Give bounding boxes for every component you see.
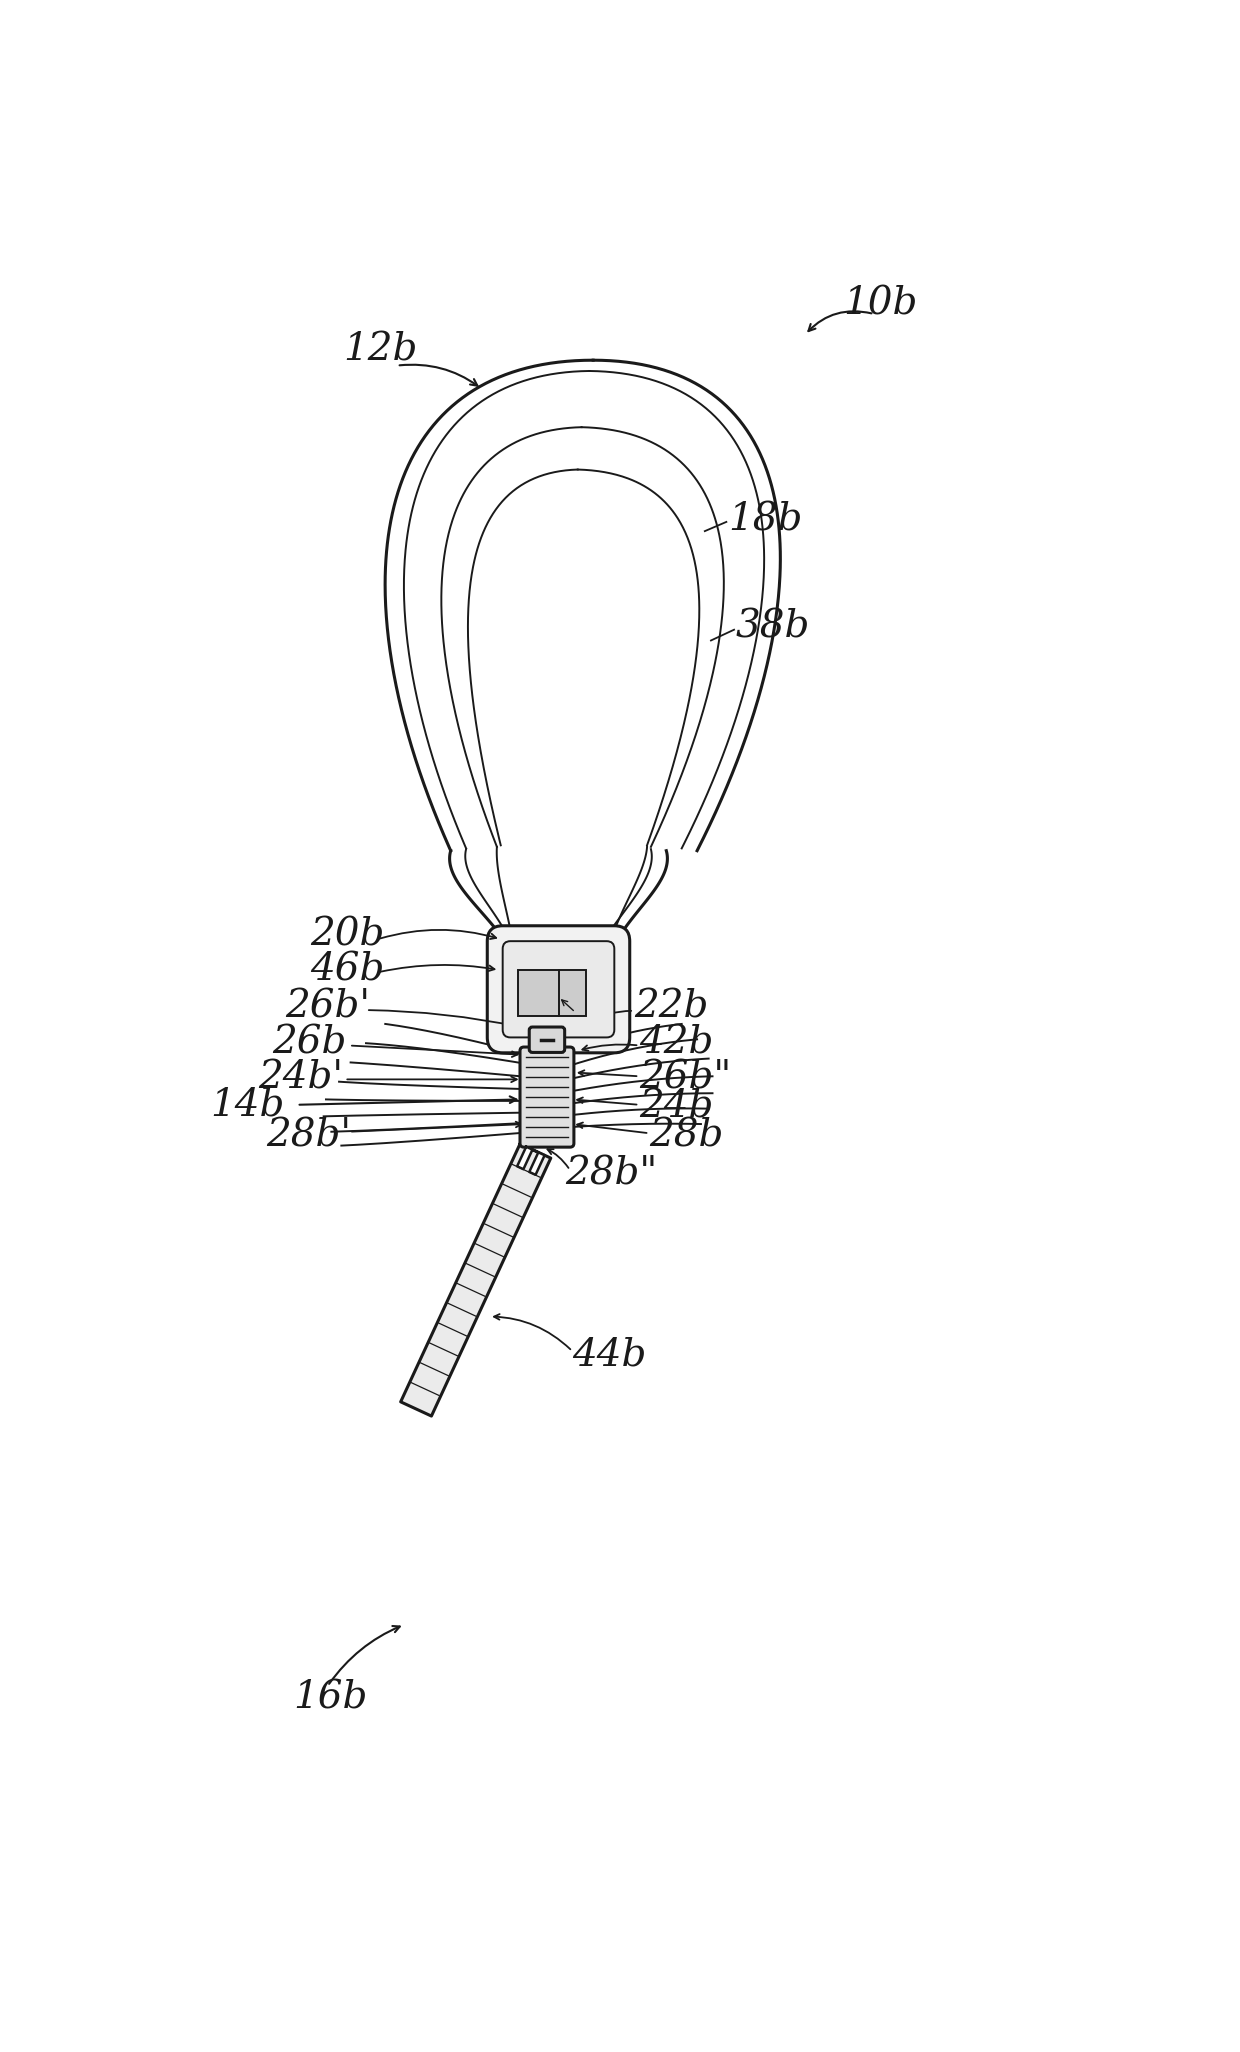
Polygon shape	[517, 1147, 544, 1176]
Text: 26b: 26b	[272, 1024, 346, 1061]
Text: 10b: 10b	[843, 285, 918, 322]
FancyBboxPatch shape	[529, 1026, 564, 1053]
Text: 28b": 28b"	[564, 1155, 657, 1192]
Text: 28b: 28b	[650, 1116, 724, 1153]
Text: 14b: 14b	[211, 1086, 285, 1122]
Text: 26b": 26b"	[640, 1059, 732, 1096]
FancyBboxPatch shape	[487, 925, 630, 1053]
Text: 28b': 28b'	[265, 1116, 351, 1153]
Polygon shape	[401, 1143, 551, 1416]
FancyBboxPatch shape	[520, 1047, 574, 1147]
FancyBboxPatch shape	[502, 942, 614, 1038]
Bar	[518, 971, 587, 1016]
Text: 20b: 20b	[310, 917, 384, 954]
Text: 12b: 12b	[343, 332, 418, 369]
Text: 22b: 22b	[634, 989, 708, 1026]
Text: 16b: 16b	[293, 1679, 367, 1715]
Text: 24b': 24b'	[258, 1059, 343, 1096]
Text: 46b: 46b	[310, 952, 384, 989]
Text: 18b: 18b	[728, 501, 802, 538]
Text: 38b: 38b	[735, 609, 810, 646]
Text: 24b: 24b	[640, 1090, 714, 1127]
Text: 42b: 42b	[640, 1024, 714, 1061]
Text: 26b': 26b'	[285, 989, 371, 1026]
Text: 44b: 44b	[573, 1336, 647, 1373]
